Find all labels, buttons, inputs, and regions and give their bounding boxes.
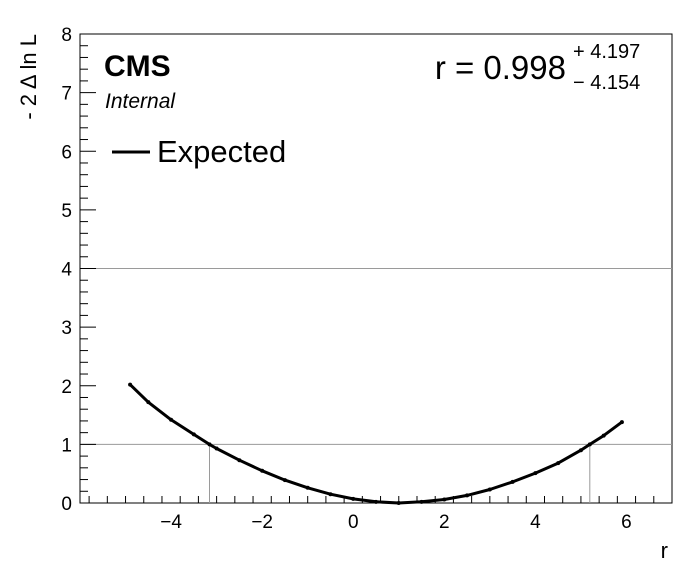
y-axis-ticks xyxy=(80,33,96,504)
y-tick-label: 6 xyxy=(61,142,72,163)
series-point xyxy=(237,458,242,463)
y-tick-label: 7 xyxy=(61,84,72,105)
series-group xyxy=(128,382,624,505)
series-point xyxy=(260,468,265,473)
y-axis-tick-labels: 0 1 2 3 4 5 6 7 8 xyxy=(61,25,72,515)
series-point xyxy=(487,487,492,492)
result-upper-error: + 4.197 xyxy=(573,41,640,63)
y-tick-label: 1 xyxy=(61,435,72,456)
experiment-label: CMS xyxy=(104,50,171,83)
series-point xyxy=(305,485,310,490)
series-point xyxy=(374,499,378,504)
series-point xyxy=(601,433,606,438)
status-label: Internal xyxy=(105,90,176,113)
series-point xyxy=(146,400,151,405)
series-point xyxy=(587,442,592,447)
y-tick-label: 8 xyxy=(61,25,72,46)
series-point xyxy=(351,496,356,501)
series-point xyxy=(328,492,333,497)
series-point xyxy=(128,382,133,387)
y-axis-label: - 2 Δ ln L xyxy=(16,34,41,120)
series-point xyxy=(282,478,287,483)
series-line-expected xyxy=(129,383,623,505)
result-text: r = 0.998 xyxy=(435,49,566,86)
series-point xyxy=(442,497,447,502)
series-point xyxy=(169,417,174,422)
series-point xyxy=(533,471,538,476)
series-point xyxy=(396,501,401,505)
y-tick-label: 4 xyxy=(61,260,72,281)
x-tick-label: −2 xyxy=(251,512,273,533)
x-tick-label: 0 xyxy=(348,512,359,533)
legend-label-expected: Expected xyxy=(157,134,286,169)
x-tick-label: 4 xyxy=(530,512,541,533)
x-tick-label: −4 xyxy=(160,512,182,533)
series-point xyxy=(419,499,424,504)
series-point xyxy=(619,420,624,425)
series-point xyxy=(191,432,196,437)
y-tick-label: 3 xyxy=(61,318,72,339)
x-tick-label: 2 xyxy=(439,512,450,533)
x-tick-label: 6 xyxy=(621,512,632,533)
y-tick-label: 5 xyxy=(61,201,72,222)
series-point xyxy=(556,461,561,466)
series-point xyxy=(214,446,219,451)
series-point xyxy=(207,442,212,447)
reference-lines xyxy=(80,268,672,503)
x-axis-label: r xyxy=(661,538,668,563)
series-point xyxy=(465,493,470,498)
y-tick-label: 0 xyxy=(61,494,72,515)
x-axis-tick-labels: −4 −2 0 2 4 6 xyxy=(160,512,632,533)
series-point xyxy=(510,479,515,484)
y-tick-label: 2 xyxy=(61,377,72,398)
result-lower-error: − 4.154 xyxy=(573,72,640,94)
series-point xyxy=(578,448,583,453)
